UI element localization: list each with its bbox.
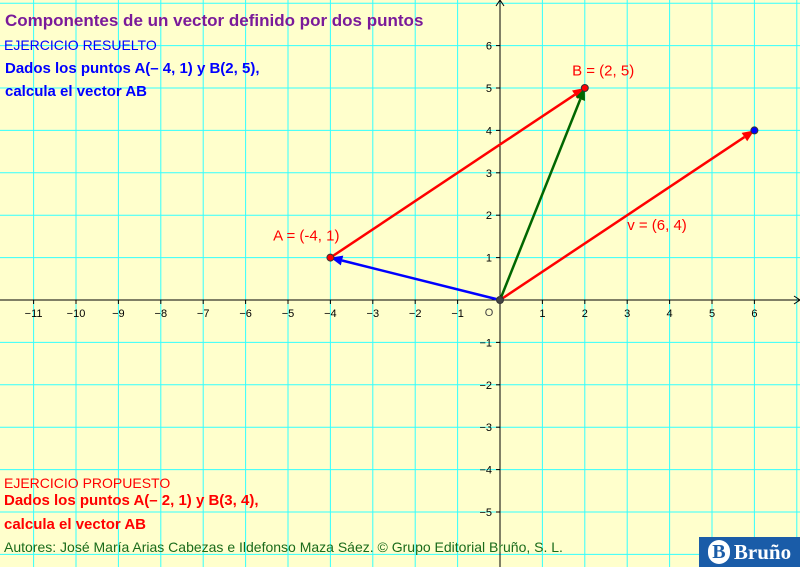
x-tick-label: −4	[324, 308, 337, 320]
y-tick-label: 1	[486, 253, 492, 265]
proposed-exercise-heading: EJERCICIO PROPUESTO	[4, 475, 171, 491]
x-tick-label: −6	[239, 308, 252, 320]
x-tick-label: −11	[25, 308, 43, 320]
y-tick-label: −5	[479, 507, 492, 519]
x-tick-label: −8	[155, 308, 168, 320]
point-label-a: A = (-4, 1)	[273, 228, 339, 245]
y-tick-label: −2	[479, 380, 492, 392]
vector-arrowhead-ab	[572, 88, 585, 99]
proposed-exercise-statement: Dados los puntos A(– 2, 1) y B(3, 4),	[4, 492, 259, 509]
y-tick-label: −3	[479, 422, 492, 434]
x-tick-label: −7	[197, 308, 210, 320]
solved-exercise-statement: Dados los puntos A(– 4, 1) y B(2, 5),	[5, 60, 260, 77]
x-axis-arrow-icon	[793, 295, 800, 305]
x-tick-label: 3	[624, 308, 630, 320]
y-tick-label: 6	[486, 41, 492, 53]
vector-ab	[329, 93, 576, 259]
point-label-b: B = (2, 5)	[572, 62, 634, 79]
x-tick-label: 1	[539, 308, 545, 320]
point-a	[326, 253, 335, 262]
solved-exercise-heading: EJERCICIO RESUELTO	[4, 37, 157, 53]
page-title: Componentes de un vector definido por do…	[5, 11, 424, 30]
y-tick-label: 5	[486, 83, 492, 95]
x-tick-label: −3	[367, 308, 380, 320]
vector-ob	[498, 98, 582, 301]
origin-label: O	[485, 307, 494, 319]
logo-text: Bruño	[733, 539, 792, 564]
y-tick-label: 3	[486, 168, 492, 180]
y-tick-label: −4	[479, 465, 492, 477]
bruno-logo: B Bruño	[699, 537, 800, 567]
vector-v	[499, 136, 746, 302]
x-tick-label: −2	[409, 308, 422, 320]
y-tick-label: 2	[486, 210, 492, 222]
x-tick-label: 4	[667, 308, 673, 320]
x-tick-label: −9	[112, 308, 125, 320]
solved-exercise-question: calcula el vector AB	[5, 83, 148, 100]
bruno-logo-icon: B	[707, 540, 730, 564]
point-b	[580, 84, 589, 92]
y-axis-arrow-icon	[495, 0, 505, 7]
x-tick-label: 5	[709, 308, 715, 320]
point-v	[750, 126, 759, 135]
vector-label-v: v = (6, 4)	[627, 217, 687, 234]
y-tick-label: −1	[479, 337, 492, 349]
x-tick-label: −5	[282, 308, 295, 320]
y-tick-label: 4	[486, 125, 492, 137]
authors-credit: Autores: José María Arias Cabezas e Ilde…	[4, 539, 563, 555]
x-tick-label: 2	[582, 308, 588, 320]
vector-arrowhead-v	[741, 130, 755, 142]
x-tick-label: −10	[67, 308, 86, 320]
point-o	[496, 296, 504, 304]
x-tick-label: 6	[751, 308, 757, 320]
vector-oa	[341, 259, 501, 302]
x-tick-label: −1	[451, 308, 464, 320]
proposed-exercise-question: calcula el vector AB	[4, 516, 147, 533]
